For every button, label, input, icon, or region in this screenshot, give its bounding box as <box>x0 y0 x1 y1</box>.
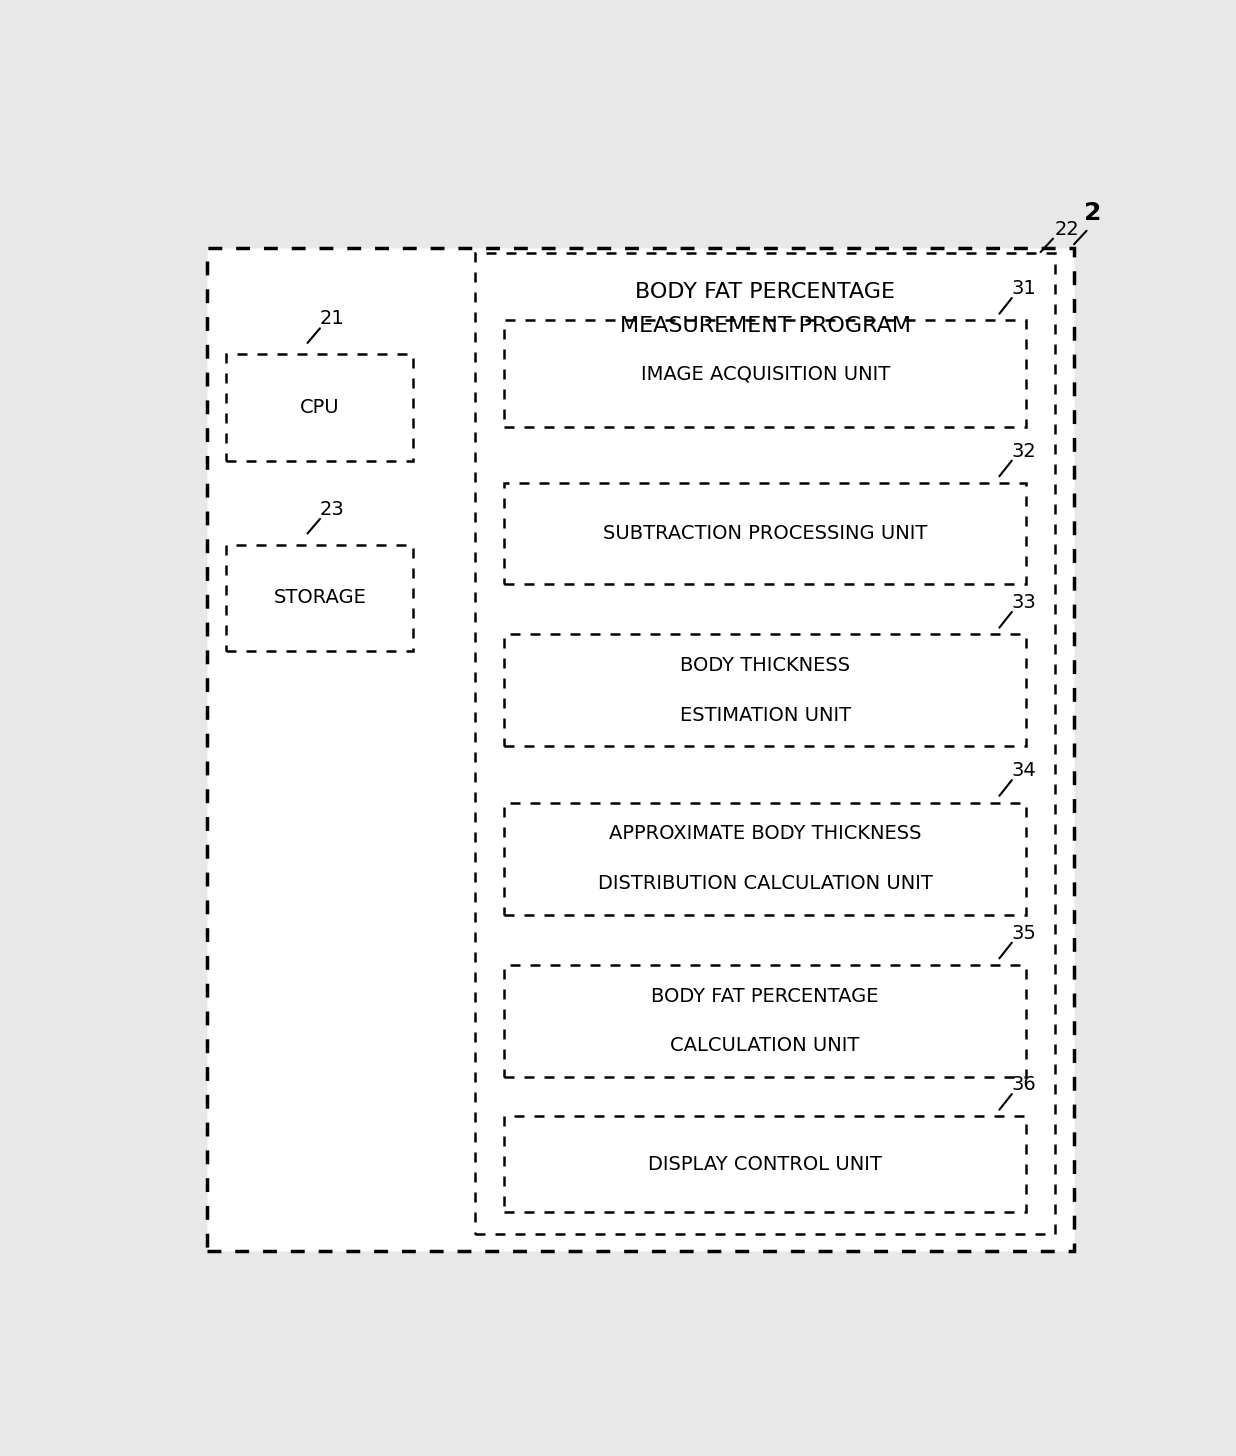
Bar <box>504 320 1026 427</box>
Text: 22: 22 <box>1056 220 1080 239</box>
Text: ESTIMATION UNIT: ESTIMATION UNIT <box>680 706 850 725</box>
Text: 36: 36 <box>1012 1075 1037 1093</box>
Bar <box>504 1117 1026 1211</box>
Text: 33: 33 <box>1012 593 1037 612</box>
Bar <box>226 545 413 651</box>
Text: CPU: CPU <box>300 397 340 416</box>
Text: APPROXIMATE BODY THICKNESS: APPROXIMATE BODY THICKNESS <box>609 824 921 843</box>
Text: 34: 34 <box>1012 761 1037 780</box>
Text: 2: 2 <box>1084 201 1101 226</box>
Text: BODY FAT PERCENTAGE: BODY FAT PERCENTAGE <box>651 987 879 1006</box>
Text: BODY THICKNESS: BODY THICKNESS <box>680 657 850 676</box>
Bar <box>226 354 413 460</box>
Text: 23: 23 <box>320 499 345 518</box>
Text: CALCULATION UNIT: CALCULATION UNIT <box>670 1037 860 1056</box>
Text: 35: 35 <box>1012 923 1037 942</box>
Text: 31: 31 <box>1012 280 1037 298</box>
Text: DISPLAY CONTROL UNIT: DISPLAY CONTROL UNIT <box>648 1155 883 1174</box>
Text: DISTRIBUTION CALCULATION UNIT: DISTRIBUTION CALCULATION UNIT <box>598 874 933 893</box>
Text: STORAGE: STORAGE <box>273 588 366 607</box>
Bar <box>504 635 1026 747</box>
Text: SUBTRACTION PROCESSING UNIT: SUBTRACTION PROCESSING UNIT <box>603 524 927 543</box>
Bar <box>476 253 1056 1235</box>
Text: BODY FAT PERCENTAGE: BODY FAT PERCENTAGE <box>635 282 895 303</box>
Bar <box>208 248 1074 1251</box>
Text: 32: 32 <box>1012 441 1037 460</box>
Bar <box>504 965 1026 1077</box>
Bar <box>504 483 1026 584</box>
Text: 21: 21 <box>320 309 345 328</box>
Text: MEASUREMENT PROGRAM: MEASUREMENT PROGRAM <box>619 316 911 336</box>
Bar <box>504 802 1026 914</box>
Text: IMAGE ACQUISITION UNIT: IMAGE ACQUISITION UNIT <box>640 364 890 383</box>
